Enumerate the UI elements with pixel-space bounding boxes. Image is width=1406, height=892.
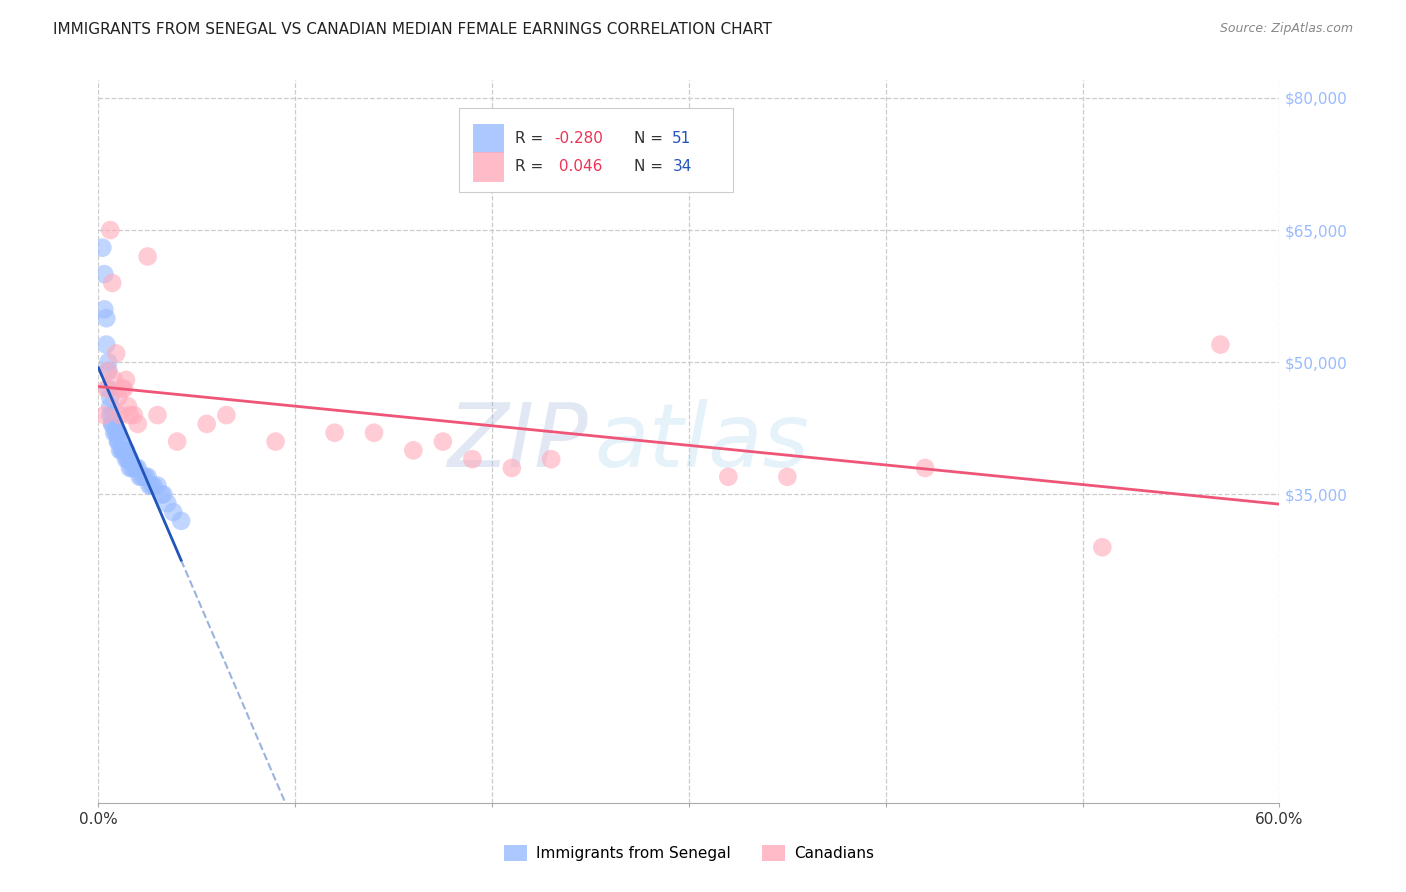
Point xyxy=(1091,541,1114,555)
Text: R =: R = xyxy=(515,131,548,145)
Point xyxy=(136,250,159,264)
Point xyxy=(402,443,425,458)
Point xyxy=(101,408,124,422)
Point xyxy=(96,382,118,396)
Point xyxy=(1209,337,1232,351)
Point xyxy=(152,487,174,501)
Point xyxy=(103,425,125,440)
Point xyxy=(118,452,141,467)
Point xyxy=(111,443,134,458)
Point xyxy=(103,373,125,387)
Point xyxy=(117,399,139,413)
Point xyxy=(93,408,115,422)
Point xyxy=(97,382,120,396)
Point xyxy=(96,337,118,351)
Point xyxy=(156,496,179,510)
Point xyxy=(107,425,129,440)
Point xyxy=(93,267,115,281)
Text: 0.046: 0.046 xyxy=(554,160,603,174)
Point xyxy=(432,434,454,449)
Point xyxy=(127,461,149,475)
Point xyxy=(105,346,128,360)
Point xyxy=(540,452,562,467)
Point xyxy=(112,443,135,458)
Point xyxy=(111,443,134,458)
Point xyxy=(98,399,121,413)
Text: atlas: atlas xyxy=(595,399,810,484)
Point xyxy=(91,241,114,255)
Point xyxy=(501,461,523,475)
Point xyxy=(97,364,120,378)
Point xyxy=(914,461,936,475)
Point xyxy=(111,382,134,396)
Point xyxy=(112,382,135,396)
Point xyxy=(105,425,128,440)
Point xyxy=(101,417,124,431)
Point xyxy=(135,470,157,484)
Point xyxy=(170,514,193,528)
Point xyxy=(461,452,484,467)
Point xyxy=(127,417,149,431)
Point xyxy=(162,505,184,519)
Point xyxy=(132,470,155,484)
Point xyxy=(112,443,135,458)
Text: 34: 34 xyxy=(672,160,692,174)
Point xyxy=(115,373,138,387)
Point xyxy=(117,452,139,467)
Point xyxy=(195,417,218,431)
Point xyxy=(118,408,141,422)
Text: N =: N = xyxy=(634,160,668,174)
Point xyxy=(101,417,124,431)
Point xyxy=(128,470,150,484)
Text: ZIP: ZIP xyxy=(447,399,589,484)
Point xyxy=(121,461,143,475)
Point xyxy=(146,408,169,422)
Point xyxy=(138,478,160,492)
Point xyxy=(264,434,287,449)
Point xyxy=(93,302,115,317)
Point xyxy=(141,478,163,492)
Point xyxy=(107,434,129,449)
Point xyxy=(96,311,118,326)
Point xyxy=(103,417,125,431)
Point xyxy=(122,461,145,475)
Point xyxy=(117,452,139,467)
Point xyxy=(122,408,145,422)
Point xyxy=(131,470,153,484)
Point xyxy=(146,478,169,492)
Point xyxy=(125,461,148,475)
Text: IMMIGRANTS FROM SENEGAL VS CANADIAN MEDIAN FEMALE EARNINGS CORRELATION CHART: IMMIGRANTS FROM SENEGAL VS CANADIAN MEDI… xyxy=(53,22,772,37)
Text: -0.280: -0.280 xyxy=(554,131,603,145)
Point xyxy=(107,391,129,405)
Point xyxy=(115,452,138,467)
Point xyxy=(101,276,124,290)
Point xyxy=(97,364,120,378)
Point xyxy=(118,461,141,475)
Point xyxy=(136,470,159,484)
Point xyxy=(97,355,120,369)
Text: 51: 51 xyxy=(672,131,692,145)
Point xyxy=(108,434,131,449)
Point xyxy=(98,391,121,405)
Legend: Immigrants from Senegal, Canadians: Immigrants from Senegal, Canadians xyxy=(498,839,880,867)
Text: Source: ZipAtlas.com: Source: ZipAtlas.com xyxy=(1219,22,1353,36)
Point xyxy=(166,434,188,449)
Text: N =: N = xyxy=(634,131,668,145)
Point xyxy=(150,487,173,501)
Point xyxy=(323,425,346,440)
Point xyxy=(98,223,121,237)
Point xyxy=(363,425,385,440)
Text: R =: R = xyxy=(515,160,548,174)
Point xyxy=(142,478,165,492)
Point xyxy=(98,408,121,422)
Point xyxy=(776,470,799,484)
Point xyxy=(107,434,129,449)
Point xyxy=(115,443,138,458)
Point xyxy=(215,408,238,422)
Point xyxy=(108,443,131,458)
Point xyxy=(108,408,131,422)
Point xyxy=(105,425,128,440)
Point xyxy=(717,470,740,484)
